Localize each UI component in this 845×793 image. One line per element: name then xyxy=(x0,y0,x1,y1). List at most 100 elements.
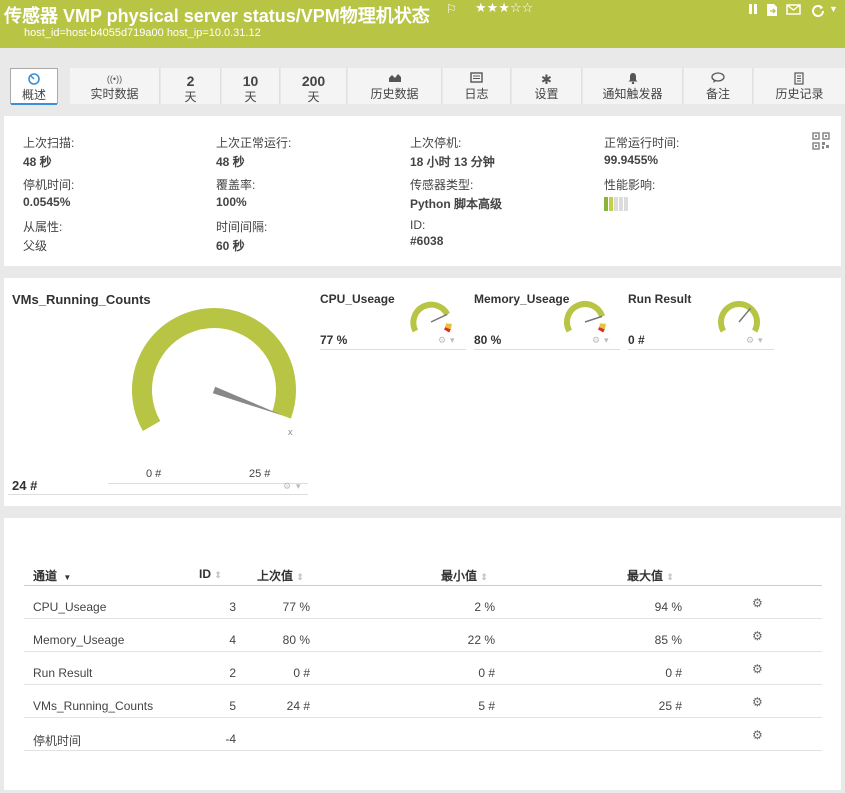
gauge-error-zone xyxy=(597,327,605,333)
tab-label: 日志 xyxy=(464,87,489,101)
gear-icon[interactable]: ⚙ xyxy=(752,662,763,676)
row-divider xyxy=(24,717,822,718)
tab-settings[interactable]: ✱ 设置 xyxy=(512,68,582,104)
channel-id: 2 xyxy=(229,666,236,680)
gauge-needle xyxy=(738,307,752,323)
downtime: 停机时间: 0.0545% xyxy=(23,176,74,209)
gear-icon[interactable]: ⚙ xyxy=(752,629,763,643)
last-scan: 上次扫描: 48 秒 xyxy=(23,134,74,170)
tab-history[interactable]: 历史记录 xyxy=(754,68,845,104)
gear-icon[interactable]: ⚙ xyxy=(592,335,601,345)
column-header-last-value[interactable]: 上次值 ⇕ xyxy=(257,567,304,584)
info-value: 48 秒 xyxy=(216,155,245,169)
small-gauge xyxy=(410,301,452,333)
info-label: 性能影响: xyxy=(604,178,656,192)
table-row[interactable]: Memory_Useage 4 80 % 22 % 85 % ⚙ xyxy=(24,619,822,652)
column-header-id[interactable]: ID ⇕ xyxy=(199,567,222,581)
table-row[interactable]: Run Result 2 0 # 0 # 0 # ⚙ xyxy=(24,652,822,685)
tab-log[interactable]: 日志 xyxy=(443,68,511,104)
chevron-down-icon[interactable]: ▼ xyxy=(829,4,838,14)
row-divider xyxy=(24,750,822,751)
impact-bar xyxy=(609,197,613,211)
last-up: 上次正常运行: 48 秒 xyxy=(216,134,291,170)
mail-icon[interactable] xyxy=(786,3,801,19)
tab-200-days[interactable]: 200 天 xyxy=(281,68,347,104)
impact-bar xyxy=(614,197,618,211)
small-gauge-cpu[interactable]: CPU_Useage 77 % ⚙ ▾ xyxy=(320,292,466,352)
info-value: 100% xyxy=(216,195,247,209)
gauges-panel: VMs_Running_Counts x 0 # 25 # 24 # ⚙ ▾ C… xyxy=(4,278,841,506)
tab-notification-triggers[interactable]: 通知触发器 xyxy=(583,68,683,104)
flag-icon[interactable]: ⚐ xyxy=(446,2,457,16)
gauge-title: VMs_Running_Counts xyxy=(12,292,151,307)
divider xyxy=(108,483,308,484)
header-divider xyxy=(24,585,822,586)
gauge-arc xyxy=(132,308,296,431)
table-row[interactable]: CPU_Useage 3 77 % 2 % 94 % ⚙ xyxy=(24,586,822,619)
performance-impact: 性能影响: xyxy=(604,176,655,211)
channel-name[interactable]: VMs_Running_Counts xyxy=(33,699,154,713)
tab-2-days[interactable]: 2 天 xyxy=(161,68,221,104)
table-row[interactable]: 停机时间 -4 ⚙ xyxy=(24,718,822,751)
priority-stars[interactable]: ★★★☆☆ xyxy=(475,0,534,15)
gear-icon[interactable]: ⚙ xyxy=(752,728,763,742)
pin-icon[interactable]: ▾ xyxy=(296,481,301,491)
tab-bar: 概述 ((•)) 实时数据 2 天 10 天 200 天 历史数据 日志 ✱ 设… xyxy=(0,68,845,105)
gear-icon[interactable]: ⚙ xyxy=(283,481,292,491)
coverage: 覆盖率: 100% xyxy=(216,176,255,209)
tab-label: 实时数据 xyxy=(90,87,139,101)
gauge-warning-zone xyxy=(599,323,606,330)
sensor-type: 传感器类型: Python 脚本高级 xyxy=(410,176,502,212)
table-row[interactable]: VMs_Running_Counts 5 24 # 5 # 25 # ⚙ xyxy=(24,685,822,718)
channel-name[interactable]: Run Result xyxy=(33,666,93,680)
max-value: 25 # xyxy=(658,699,682,713)
main-gauge[interactable]: x xyxy=(122,308,307,458)
info-value: Python 脚本高级 xyxy=(410,197,502,211)
broadcast-icon: ((•)) xyxy=(106,74,123,84)
tab-comments[interactable]: 备注 xyxy=(684,68,753,104)
info-label: 传感器类型: xyxy=(410,178,474,192)
sensor-info-panel: 上次扫描: 48 秒 上次正常运行: 48 秒 上次停机: 18 小时 13 分… xyxy=(4,116,841,266)
gear-icon[interactable]: ⚙ xyxy=(746,335,755,345)
small-gauge-memory[interactable]: Memory_Useage 80 % ⚙ ▾ xyxy=(474,292,620,352)
pause-icon[interactable] xyxy=(748,3,758,18)
refresh-icon[interactable] xyxy=(811,3,825,20)
gear-icon[interactable]: ⚙ xyxy=(752,596,763,610)
row-divider xyxy=(24,684,822,685)
gear-icon[interactable]: ⚙ xyxy=(752,695,763,709)
channel-name[interactable]: Memory_Useage xyxy=(33,633,125,647)
pin-icon[interactable]: ▾ xyxy=(450,335,455,345)
pin-icon[interactable]: ▾ xyxy=(758,335,763,345)
export-icon[interactable] xyxy=(765,3,778,20)
tab-historic-data[interactable]: 历史数据 xyxy=(348,68,442,104)
info-value: 99.9455% xyxy=(604,153,659,167)
tab-overview[interactable]: 概述 xyxy=(10,68,58,105)
channel-name[interactable]: CPU_Useage xyxy=(33,600,107,614)
header-label: 最小值 xyxy=(441,569,478,583)
gauge-title: Memory_Useage xyxy=(474,292,570,306)
column-header-channel[interactable]: 通道 ▼ xyxy=(33,567,71,584)
channel-id: 4 xyxy=(229,633,236,647)
channel-name[interactable]: 停机时间 xyxy=(33,734,82,748)
column-header-min[interactable]: 最小值 ⇕ xyxy=(441,567,488,584)
tab-label: 概述 xyxy=(21,88,46,102)
column-header-max[interactable]: 最大值 ⇕ xyxy=(627,567,674,584)
dependency-link[interactable]: 父级 xyxy=(23,239,48,253)
min-value: 22 % xyxy=(467,633,495,647)
header-label: 上次值 xyxy=(257,569,294,583)
pin-icon[interactable]: ▾ xyxy=(604,335,609,345)
qr-code-icon[interactable] xyxy=(812,132,830,153)
tab-10-days[interactable]: 10 天 xyxy=(222,68,280,104)
last-value: 80 % xyxy=(282,633,310,647)
tab-live-data[interactable]: ((•)) 实时数据 xyxy=(70,68,160,104)
small-gauge-run-result[interactable]: Run Result 0 # ⚙ ▾ xyxy=(628,292,774,352)
tab-label: 历史记录 xyxy=(775,87,824,101)
channel-id: 3 xyxy=(229,600,236,614)
channel-id: 5 xyxy=(229,699,236,713)
gear-icon[interactable]: ⚙ xyxy=(438,335,447,345)
row-divider xyxy=(24,651,822,652)
sort-icon: ⇕ xyxy=(666,572,674,582)
comment-icon xyxy=(684,72,752,87)
gauge-value: 0 # xyxy=(628,333,645,347)
log-icon xyxy=(443,72,510,87)
